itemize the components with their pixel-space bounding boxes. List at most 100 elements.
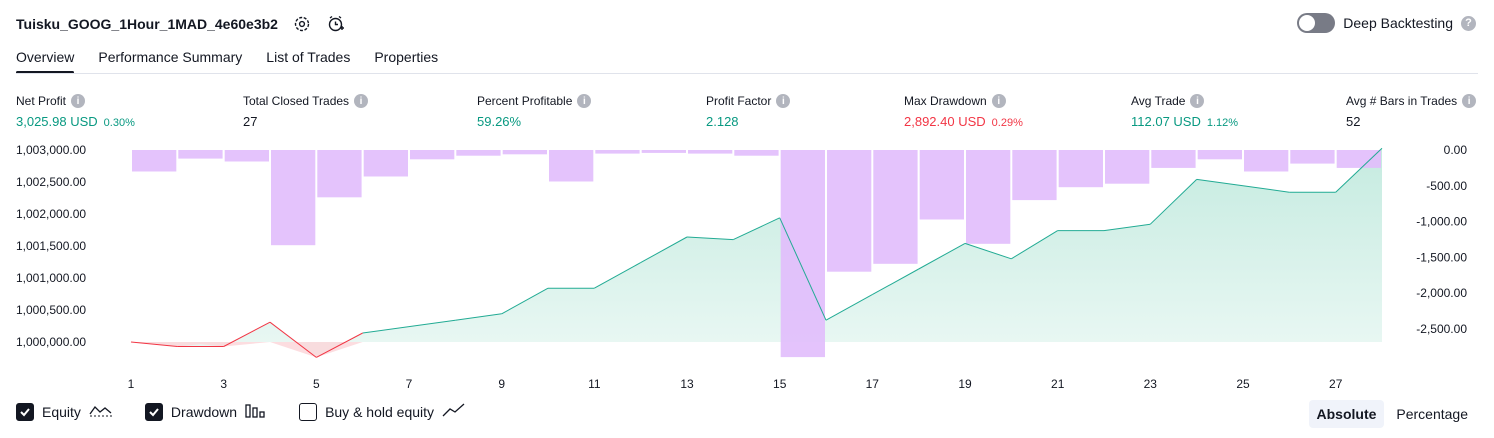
settings-icon[interactable] xyxy=(292,14,312,34)
equity-line-segment xyxy=(733,217,780,241)
equity-toggle[interactable]: Equity xyxy=(16,402,113,421)
right-axis-tick: 0.00 xyxy=(1444,143,1468,157)
absolute-button[interactable]: Absolute xyxy=(1308,400,1385,428)
x-axis-tick: 17 xyxy=(866,377,880,391)
tab-list-of-trades[interactable]: List of Trades xyxy=(266,49,351,65)
drawdown-bar xyxy=(132,150,177,172)
equity-line-segment xyxy=(362,326,410,334)
drawdown-bar xyxy=(224,150,269,162)
left-axis-tick: 1,001,000.00 xyxy=(16,271,86,285)
left-axis-tick: 1,002,000.00 xyxy=(16,207,86,221)
drawdown-bar xyxy=(1151,150,1196,168)
info-icon[interactable]: i xyxy=(1462,94,1477,108)
right-axis-tick: -1,000.00 xyxy=(1416,215,1467,229)
drawdown-bar xyxy=(410,150,455,160)
equity-line-segment xyxy=(594,262,641,289)
x-axis-tick: 15 xyxy=(773,377,787,391)
tab-performance-summary[interactable]: Performance Summary xyxy=(98,49,243,65)
equity-line-segment xyxy=(1011,230,1058,260)
equity-line-segment xyxy=(825,294,873,321)
x-axis-tick: 9 xyxy=(498,377,505,391)
deep-backtesting-toggle[interactable] xyxy=(1297,13,1336,33)
metric-value: 52 xyxy=(1346,114,1361,129)
info-icon[interactable]: i xyxy=(776,94,791,108)
metric-percent: 0.29% xyxy=(991,117,1023,129)
drawdown-bar xyxy=(1058,150,1103,188)
right-axis-tick: -2,500.00 xyxy=(1416,322,1467,336)
metric-value: 59.26% xyxy=(477,114,522,129)
equity-line-segment xyxy=(1335,147,1383,193)
metric-label: Total Closed Trades xyxy=(243,94,350,108)
metric-label: Net Profit xyxy=(16,94,67,108)
equity-line-segment xyxy=(269,321,317,358)
info-icon[interactable]: i xyxy=(577,94,592,108)
percentage-button[interactable]: Percentage xyxy=(1396,406,1468,422)
drawdown-toggle[interactable]: Drawdown xyxy=(144,402,267,421)
drawdown-label: Drawdown xyxy=(170,403,238,420)
drawdown-bar xyxy=(1290,150,1335,164)
metric-label: Avg Trade xyxy=(1131,94,1186,108)
equity-line-segment xyxy=(1196,178,1244,187)
strategy-title: Tuisku_GOOG_1Hour_1MAD_4e60e3b2 xyxy=(16,16,278,32)
equity-line-segment xyxy=(964,242,1012,260)
x-axis-tick: 7 xyxy=(406,377,413,391)
metric-percent-profitable: Percent Profitable i 59.26% xyxy=(477,94,592,129)
drawdown-bar xyxy=(178,150,223,159)
left-axis-tick: 1,000,000.00 xyxy=(16,335,86,349)
drawdown-bar xyxy=(271,150,316,246)
drawdown-bar xyxy=(873,150,918,264)
left-axis-tick: 1,001,500.00 xyxy=(16,239,86,253)
info-icon[interactable]: i xyxy=(71,94,86,108)
drawdown-bar xyxy=(641,150,686,153)
drawdown-bar xyxy=(595,150,640,154)
metric-label: Profit Factor xyxy=(706,94,772,108)
buy-hold-toggle[interactable]: Buy & hold equity xyxy=(299,402,466,421)
x-axis-tick: 13 xyxy=(680,377,694,391)
info-icon[interactable]: i xyxy=(991,94,1006,108)
info-icon[interactable]: i xyxy=(354,94,369,108)
x-axis-tick: 27 xyxy=(1329,377,1343,391)
drawdown-bar xyxy=(919,150,964,220)
alert-clock-icon[interactable] xyxy=(326,14,346,34)
metric-value: 3,025.98 USD xyxy=(16,114,98,129)
chart-legend: Equity Drawdown Buy & hold equity xyxy=(16,402,466,421)
metric-label: Avg # Bars in Trades xyxy=(1346,94,1458,108)
tab-overview[interactable]: Overview xyxy=(16,44,75,74)
equity-label: Equity xyxy=(42,403,81,420)
help-icon[interactable]: ? xyxy=(1461,15,1476,31)
info-icon[interactable]: i xyxy=(1190,94,1205,108)
drawdown-bar xyxy=(317,150,362,198)
metric-value: 2.128 xyxy=(706,114,739,129)
tab-divider xyxy=(16,73,1478,74)
equity-line-segment xyxy=(1103,223,1151,232)
right-axis-tick: -1,500.00 xyxy=(1416,250,1467,264)
drawdown-bar xyxy=(502,150,547,155)
drawdown-bar xyxy=(549,150,594,182)
drawdown-bar xyxy=(1105,150,1150,184)
equity-checkbox[interactable] xyxy=(16,402,34,421)
drawdown-bar xyxy=(1244,150,1289,172)
buy-hold-checkbox[interactable] xyxy=(299,402,318,421)
drawdown-bar xyxy=(734,150,779,156)
equity-line-segment xyxy=(686,236,734,241)
equity-area xyxy=(131,148,1382,358)
metric-profit-factor: Profit Factor i 2.128 xyxy=(706,94,791,129)
metric-percent: 0.30% xyxy=(103,117,135,129)
metric-percent: 1.12% xyxy=(1206,117,1239,129)
drawdown-bar xyxy=(1336,150,1381,168)
drawdown-checkbox[interactable] xyxy=(144,402,163,421)
x-axis-tick: 21 xyxy=(1051,377,1065,391)
metric-value: 112.07 USD xyxy=(1131,114,1201,129)
metric-max-drawdown: Max Drawdown i 2,892.40 USD 0.29% xyxy=(904,94,1023,129)
drawdown-bar xyxy=(1197,150,1242,160)
equity-line-segment xyxy=(872,268,919,296)
value-mode-switch: Absolute Percentage xyxy=(1308,400,1477,428)
drawdown-bars-icon xyxy=(245,402,267,421)
tab-properties[interactable]: Properties xyxy=(374,49,439,65)
equity-line-segment xyxy=(501,287,549,315)
left-axis-tick: 1,002,500.00 xyxy=(16,175,86,189)
drawdown-bar xyxy=(827,150,872,272)
equity-drawdown-chart: 1,003,000.00 1,002,500.00 1,002,000.00 1,00… xyxy=(16,143,1468,391)
left-axis-tick: 1,003,000.00 xyxy=(16,143,86,157)
x-axis-tick: 19 xyxy=(958,377,972,391)
